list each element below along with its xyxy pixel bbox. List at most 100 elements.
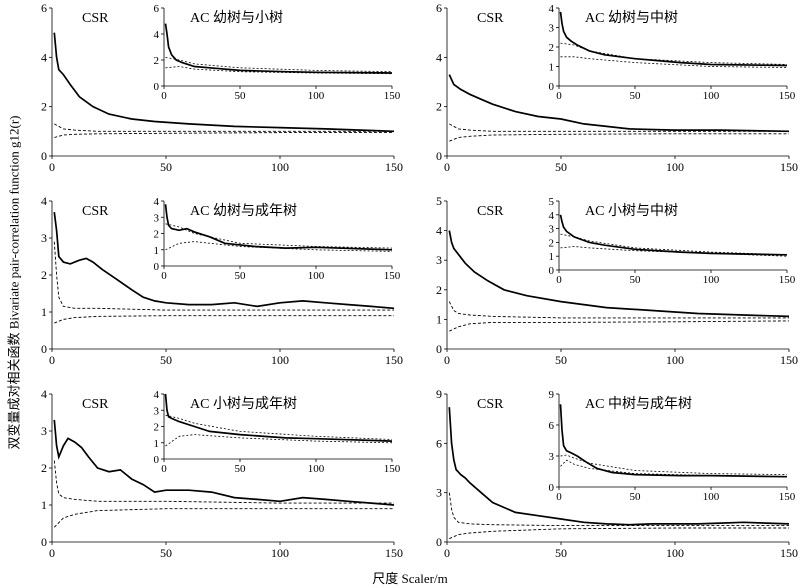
inset-lower-envelope — [165, 66, 393, 75]
main-y-tick-label: 2 — [436, 100, 442, 114]
inset-observed-line — [559, 404, 788, 478]
inset-y-tick-label: 2 — [549, 237, 555, 249]
inset-x-tick-label: 50 — [235, 463, 247, 475]
inset-observed-line — [164, 393, 393, 442]
inset-y-tick-label: 0 — [154, 81, 160, 93]
inset-x-tick-label: 150 — [779, 90, 796, 102]
inset-background — [537, 201, 789, 286]
main-x-tick-label: 150 — [385, 353, 403, 367]
main-observed-line — [448, 230, 790, 318]
main-x-tick-label: 150 — [385, 160, 403, 174]
inset-panel: 0 50 100 150 0 1 2 3 4 AC 幼树与中树 — [537, 3, 796, 102]
main-x-tick-label: 50 — [555, 353, 567, 367]
inset-y-tick-label: 1 — [154, 438, 160, 450]
main-upper-envelope — [53, 241, 394, 311]
inset-upper-envelope — [165, 414, 393, 440]
inset-y-tick-label: 1 — [154, 245, 160, 257]
inset-y-tick-label: 2 — [549, 42, 555, 54]
main-x-tick-label: 0 — [49, 160, 55, 174]
inset-panel: 0 50 100 150 0 2 4 6 AC 幼树与小树 — [142, 3, 401, 102]
csr-label: CSR — [477, 11, 504, 26]
inset-panel: 0 50 100 150 0 1 2 3 4 AC 小树与成年树 — [142, 389, 401, 475]
main-lower-envelope — [449, 133, 789, 142]
ac-label: AC 小树与成年树 — [190, 396, 297, 412]
main-y-tick-label: 2 — [436, 283, 442, 297]
ac-label: AC 幼树与成年树 — [190, 203, 297, 219]
csr-label: CSR — [82, 204, 109, 219]
inset-y-tick-label: 6 — [549, 420, 555, 432]
inset-y-tick-label: 5 — [549, 196, 555, 208]
main-x-tick-label: 100 — [666, 546, 684, 560]
main-x-tick-label: 150 — [780, 546, 798, 560]
main-y-tick-label: 0 — [41, 342, 47, 356]
main-x-tick-label: 50 — [555, 546, 567, 560]
main-y-tick-label: 4 — [436, 224, 442, 238]
inset-x-tick-label: 50 — [235, 270, 247, 282]
main-y-tick-label: 4 — [41, 50, 47, 64]
main-lower-envelope — [449, 527, 789, 540]
main-upper-envelope — [449, 123, 789, 132]
main-y-tick-label: 4 — [41, 387, 47, 401]
inset-panel: 0 50 100 150 0 3 6 9 AC 中树与成年树 — [537, 389, 796, 503]
csr-label: CSR — [477, 204, 504, 219]
inset-y-tick-label: 1 — [549, 62, 555, 74]
main-y-tick-label: 1 — [41, 305, 47, 319]
inset-observed-line — [559, 11, 788, 67]
inset-y-tick-label: 3 — [549, 23, 555, 35]
inset-y-tick-label: 3 — [549, 224, 555, 236]
main-y-tick-label: 0 — [436, 149, 442, 163]
inset-x-tick-label: 0 — [556, 90, 562, 102]
inset-observed-line — [164, 23, 393, 74]
main-x-tick-label: 0 — [444, 160, 450, 174]
inset-y-tick-label: 0 — [154, 261, 160, 273]
inset-observed-line — [559, 214, 788, 256]
panel-2: 0 50 100 150 0 2 4 6 CSR 0 50 100 150 0 1 2 3 4 AC 幼树与中树 — [436, 1, 798, 174]
main-y-tick-label: 3 — [41, 424, 47, 438]
inset-x-tick-label: 100 — [703, 274, 720, 286]
csr-label: CSR — [82, 397, 109, 412]
main-observed-line — [448, 74, 790, 133]
inset-x-tick-label: 50 — [630, 491, 642, 503]
inset-x-tick-label: 0 — [161, 463, 167, 475]
inset-x-tick-label: 100 — [308, 463, 325, 475]
inset-observed-line — [164, 204, 393, 251]
inset-y-tick-label: 0 — [154, 454, 160, 466]
inset-x-tick-label: 150 — [384, 463, 401, 475]
main-lower-envelope — [449, 320, 790, 332]
main-x-tick-label: 0 — [444, 353, 450, 367]
main-upper-envelope — [448, 492, 789, 527]
inset-y-tick-label: 3 — [154, 405, 160, 417]
inset-y-tick-label: 2 — [154, 55, 160, 67]
main-y-tick-label: 2 — [41, 100, 47, 114]
inset-x-tick-label: 100 — [703, 491, 720, 503]
inset-x-tick-label: 0 — [161, 90, 167, 102]
inset-lower-envelope — [560, 459, 788, 478]
main-x-tick-label: 150 — [780, 353, 798, 367]
main-x-tick-label: 100 — [271, 546, 289, 560]
main-x-tick-label: 100 — [666, 160, 684, 174]
main-y-tick-label: 1 — [436, 312, 442, 326]
main-x-tick-label: 100 — [271, 160, 289, 174]
inset-x-tick-label: 100 — [308, 90, 325, 102]
inset-panel: 0 50 100 150 0 1 2 3 4 AC 幼树与成年树 — [142, 196, 401, 282]
main-y-tick-label: 6 — [41, 1, 47, 15]
ac-label: AC 幼树与小树 — [190, 10, 283, 26]
main-upper-envelope — [53, 460, 394, 504]
main-y-tick-label: 6 — [436, 436, 442, 450]
inset-lower-envelope — [165, 434, 393, 447]
inset-x-tick-label: 0 — [556, 491, 562, 503]
main-x-tick-label: 50 — [160, 353, 172, 367]
inset-x-tick-label: 150 — [779, 274, 796, 286]
main-y-tick-label: 2 — [41, 268, 47, 282]
main-y-tick-label: 9 — [436, 387, 442, 401]
main-x-tick-label: 0 — [49, 546, 55, 560]
inset-x-tick-label: 100 — [703, 90, 720, 102]
main-y-tick-label: 4 — [41, 194, 47, 208]
main-y-tick-label: 3 — [436, 486, 442, 500]
main-lower-envelope — [53, 508, 394, 528]
inset-upper-envelope — [165, 57, 393, 73]
inset-x-tick-label: 0 — [556, 274, 562, 286]
